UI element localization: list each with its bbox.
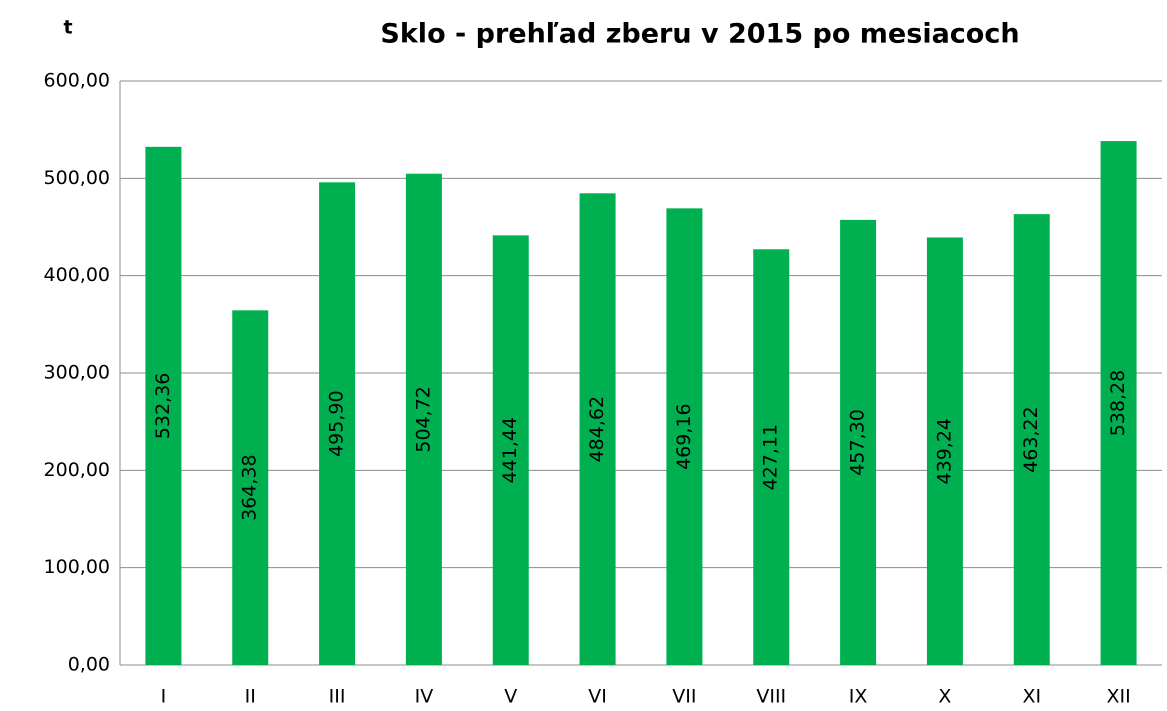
bar	[666, 208, 703, 665]
x-tick-label: III	[329, 686, 346, 708]
bar	[926, 237, 963, 665]
y-tick-label: 200,00	[44, 459, 110, 481]
x-tick-label: XI	[1022, 686, 1041, 708]
chart-title: Sklo - prehľad zberu v 2015 po mesiacoch	[380, 19, 1019, 50]
x-tick-label: XII	[1106, 686, 1130, 708]
x-tick-label: IV	[415, 686, 434, 708]
y-axis-label: t	[63, 17, 72, 39]
y-tick-label: 300,00	[44, 362, 110, 384]
bar	[753, 249, 790, 665]
x-tick-label: X	[938, 686, 951, 708]
y-tick-label: 100,00	[44, 556, 110, 578]
bar	[405, 173, 442, 665]
bar	[492, 235, 529, 665]
data-label: 441,44	[499, 417, 521, 483]
bar	[232, 310, 269, 665]
data-label: 457,30	[847, 409, 869, 475]
x-tick-label: I	[161, 686, 167, 708]
bar	[1100, 141, 1137, 666]
data-label: 427,11	[760, 424, 782, 490]
bar	[579, 193, 616, 665]
data-label: 538,28	[1107, 370, 1129, 436]
x-tick-label: VII	[672, 686, 696, 708]
y-tick-label: 0,00	[68, 654, 110, 676]
data-label: 504,72	[412, 386, 434, 452]
bar	[145, 146, 182, 665]
data-label: 495,90	[326, 390, 348, 456]
bar	[319, 182, 356, 665]
data-label: 439,24	[933, 418, 955, 484]
y-tick-label: 400,00	[44, 264, 110, 286]
data-label: 463,22	[1020, 406, 1042, 472]
data-label: 532,36	[152, 373, 174, 439]
data-label: 469,16	[673, 403, 695, 469]
bar	[1013, 214, 1050, 665]
x-tick-label: VIII	[756, 686, 786, 708]
x-tick-label: IX	[849, 686, 868, 708]
data-label: 364,38	[239, 454, 261, 520]
x-tick-label: VI	[588, 686, 607, 708]
x-tick-label: V	[504, 686, 517, 708]
x-tick-label: II	[245, 686, 256, 708]
data-label: 484,62	[586, 396, 608, 462]
y-tick-label: 500,00	[44, 167, 110, 189]
y-tick-label: 600,00	[44, 70, 110, 92]
bar	[840, 219, 877, 666]
